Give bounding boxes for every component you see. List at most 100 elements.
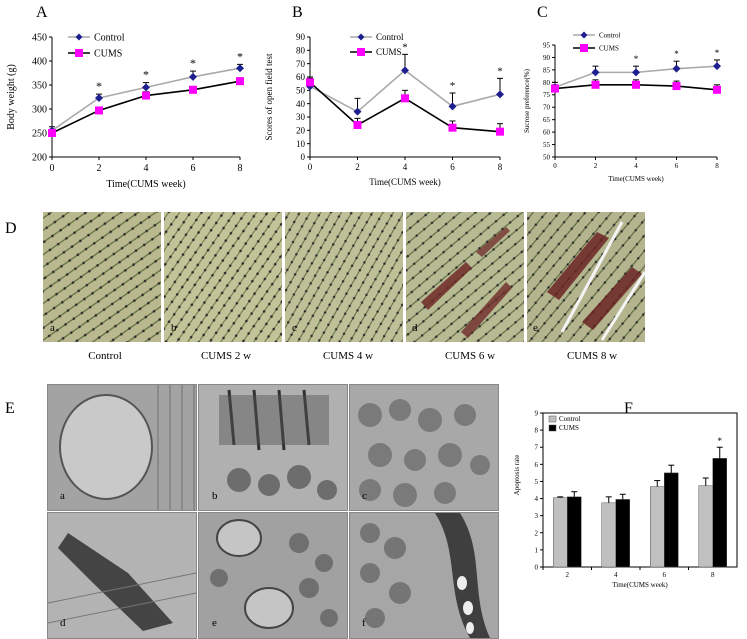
histology-row [43,212,645,342]
histology-caption-control: Control [88,350,122,362]
data-point [713,62,721,71]
y-tick-label: 0 [301,152,306,162]
y-tick-label: 75 [543,91,551,99]
bar [698,485,713,568]
histology-texture [285,212,403,342]
legend-label: CUMS [94,49,122,60]
histology-label-a: a [50,322,55,334]
y-tick-label: 10 [296,139,306,149]
x-tick-label: 6 [675,162,679,170]
legend-marker [357,33,365,41]
micrograph-texture [350,385,498,510]
bar [650,486,665,568]
y-tick-label: 7 [535,444,539,452]
histology-image-a [43,212,161,342]
significance-mark: * [402,41,408,53]
legend-label: CUMS [376,47,402,57]
chart-sucrose-preference: 50 55 60 65 70 75 80 85 90 95 0 2 4 6 8 Time(CUMS week)… [523,31,721,183]
x-tick-label: 2 [355,162,360,172]
y-tick-label: 3 [535,512,539,520]
legend-label: Control [94,33,125,44]
legend-label: Control [599,31,620,39]
bar [664,472,679,568]
x-tick-label: 0 [50,163,55,174]
y-tick-label: 60 [543,129,551,137]
significance-mark: * [96,79,102,93]
x-tick-label: 6 [450,162,455,172]
legend-marker [580,44,588,52]
x-tick-label: 4 [403,162,408,172]
x-tick-label: 8 [711,571,715,579]
y-tick-label: 50 [296,85,306,95]
micrograph-texture [48,385,196,510]
y-tick-label: 6 [535,461,539,469]
data-point [672,82,681,91]
data-point [632,68,640,77]
bar [553,497,568,568]
y-tick-label: 250 [32,129,47,140]
significance-mark: * [450,80,456,92]
data-point [95,106,103,115]
y-tick-label: 80 [543,79,551,87]
y-tick-label: 2 [535,529,539,537]
histology-image-e [527,212,645,342]
micrograph-label-e: e [212,617,217,629]
x-tick-label: 6 [191,163,196,174]
micrograph-label-d: d [60,617,66,629]
legend-marker [580,31,588,39]
histology-image-b [164,212,282,342]
data-point [632,80,640,89]
micrograph-a [47,384,197,511]
bar [615,499,630,568]
y-tick-label: 60 [296,72,306,82]
histology-label-c: c [292,322,297,334]
significance-mark: * [674,49,679,59]
y-tick-label: 70 [296,59,306,69]
panel-letter-d: D [5,220,17,237]
data-point [353,121,362,129]
y-tick-label: 8 [535,427,539,435]
legend-swatch [548,424,557,432]
y-tick-label: 200 [32,153,47,164]
y-tick-label: 95 [543,41,551,49]
data-point [95,93,103,102]
histology-image-d [406,212,524,342]
micrograph-texture [48,513,196,638]
histology-caption-4w: CUMS 4 w [322,350,374,362]
data-point [448,123,457,132]
x-tick-label: 2 [566,571,570,579]
y-tick-label: 300 [32,105,47,116]
y-tick-label: 65 [543,116,551,124]
bar [567,496,582,568]
histology-texture [43,212,161,342]
x-tick-label: 0 [308,162,313,172]
y-tick-label: 50 [543,153,551,161]
y-tick-label: 70 [543,104,551,112]
legend-marker [75,33,83,41]
micrograph-b [198,384,348,511]
data-point [189,85,197,94]
legend-marker [75,49,83,57]
panel-letter-c: C [537,4,548,21]
data-point [496,90,504,99]
significance-mark: * [634,54,639,64]
significance-mark: * [190,56,196,70]
y-tick-label: 350 [32,81,47,92]
chart-apoptosis-rate: 0 1 2 3 4 5 6 7 8 9 2 4 6 8 * Time(CUMS week) Apoptosis … [513,410,738,589]
histology-caption-8w: CUMS 8 w [566,350,618,362]
histology-caption-2w: CUMS 2 w [200,350,252,362]
histology-caption-6w: CUMS 6 w [444,350,496,362]
panel-letter-e: E [5,400,15,417]
significance-mark: * [715,48,720,58]
micrograph-label-a: a [60,490,65,502]
data-point [142,91,150,100]
legend-swatch [548,415,557,423]
y-tick-label: 90 [543,54,551,62]
legend-label: CUMS [599,44,619,52]
bar [712,458,727,568]
micrograph-label-f: f [362,617,366,629]
x-tick-label: 2 [97,163,102,174]
x-axis-label: Time(CUMS week) [369,177,440,187]
y-axis-label: Scores of open field test [264,53,274,140]
significance-mark: * [237,49,243,63]
